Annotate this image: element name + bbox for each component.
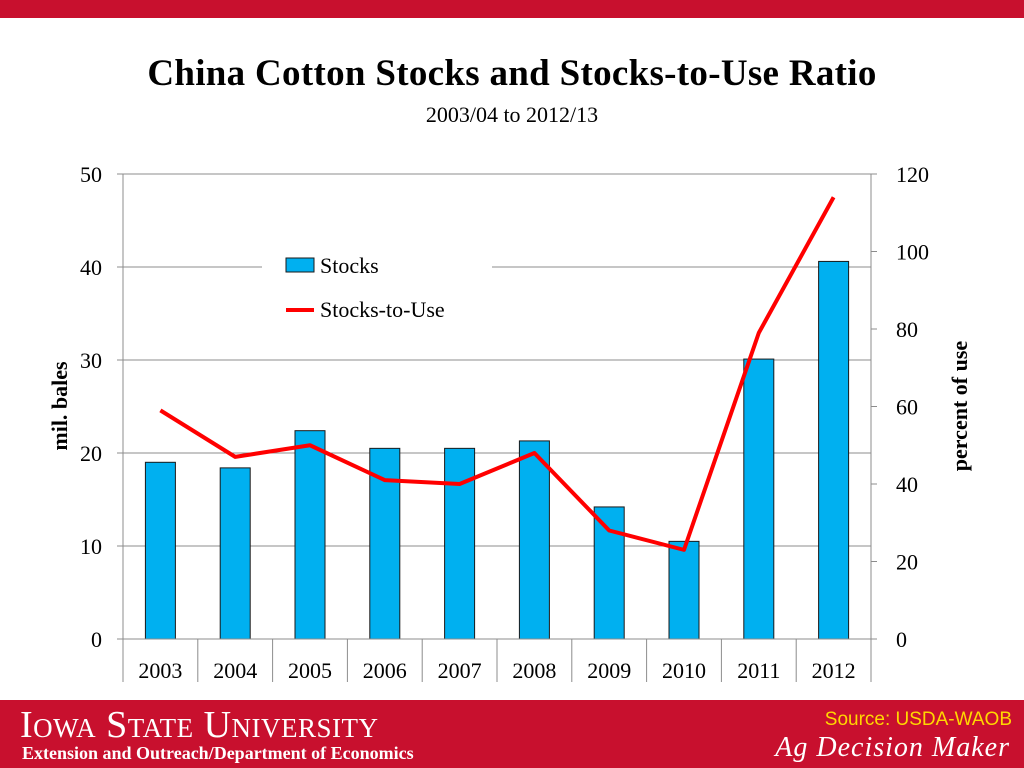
top-accent-bar	[0, 0, 1024, 18]
bar-stocks-2003	[144, 461, 176, 640]
bar-stocks-2008	[518, 440, 550, 640]
right-tick-label: 40	[896, 472, 918, 497]
right-tick-label: 100	[896, 240, 929, 265]
y2-axis-title: percent of use	[947, 341, 972, 472]
left-tick-label: 30	[80, 348, 102, 373]
legend-swatch-stocks	[285, 257, 315, 273]
x-tick-label: 2005	[288, 658, 332, 683]
x-tick-label: 2007	[438, 658, 482, 683]
legend-label-stocks: Stocks	[320, 253, 379, 278]
chart-title: China Cotton Stocks and Stocks-to-Use Ra…	[147, 53, 877, 94]
x-tick-label: 2003	[138, 658, 182, 683]
bar-stocks-2005	[294, 430, 326, 640]
right-tick-label: 20	[896, 550, 918, 575]
bar-stocks-2011	[743, 358, 775, 640]
footer-bar: Iowa State University Extension and Outr…	[0, 700, 1024, 768]
right-tick-label: 80	[896, 317, 918, 342]
legend-label-stocks-to-use: Stocks-to-Use	[320, 297, 445, 322]
x-tick-label: 2004	[213, 658, 257, 683]
bar-stocks-2012	[818, 260, 850, 640]
left-tick-label: 20	[80, 441, 102, 466]
line-stocks-to-use	[159, 196, 836, 552]
x-tick-label: 2006	[363, 658, 407, 683]
left-tick-label: 10	[80, 534, 102, 559]
right-tick-label: 0	[896, 627, 907, 652]
left-tick-label: 0	[91, 627, 102, 652]
y-axis-title: mil. bales	[47, 361, 72, 451]
x-tick-label: 2011	[737, 658, 780, 683]
brand-logo: Ag Decision Maker	[775, 732, 1010, 763]
department-name: Extension and Outreach/Department of Eco…	[22, 743, 414, 763]
left-tick-label: 50	[80, 162, 102, 187]
left-tick-label: 40	[80, 255, 102, 280]
chart-subtitle: 2003/04 to 2012/13	[425, 102, 599, 127]
bar-stocks-2007	[444, 447, 476, 640]
x-tick-label: 2010	[662, 658, 706, 683]
university-name: Iowa State University	[20, 704, 379, 746]
x-tick-label: 2009	[587, 658, 631, 683]
right-tick-label: 60	[896, 395, 918, 420]
chart-canvas: 0 10 20 30 40 50 0 20 40 60 80 100 120 2003 2004 2005 20…	[47, 162, 972, 683]
bar-stocks-2009	[593, 506, 625, 640]
source-note: Source: USDA-WAOB	[824, 709, 1012, 730]
x-tick-label: 2008	[512, 658, 556, 683]
right-tick-label: 120	[896, 162, 929, 187]
x-tick-label: 2012	[812, 658, 856, 683]
bar-stocks-2010	[668, 540, 700, 640]
bar-stocks-2004	[219, 467, 251, 640]
